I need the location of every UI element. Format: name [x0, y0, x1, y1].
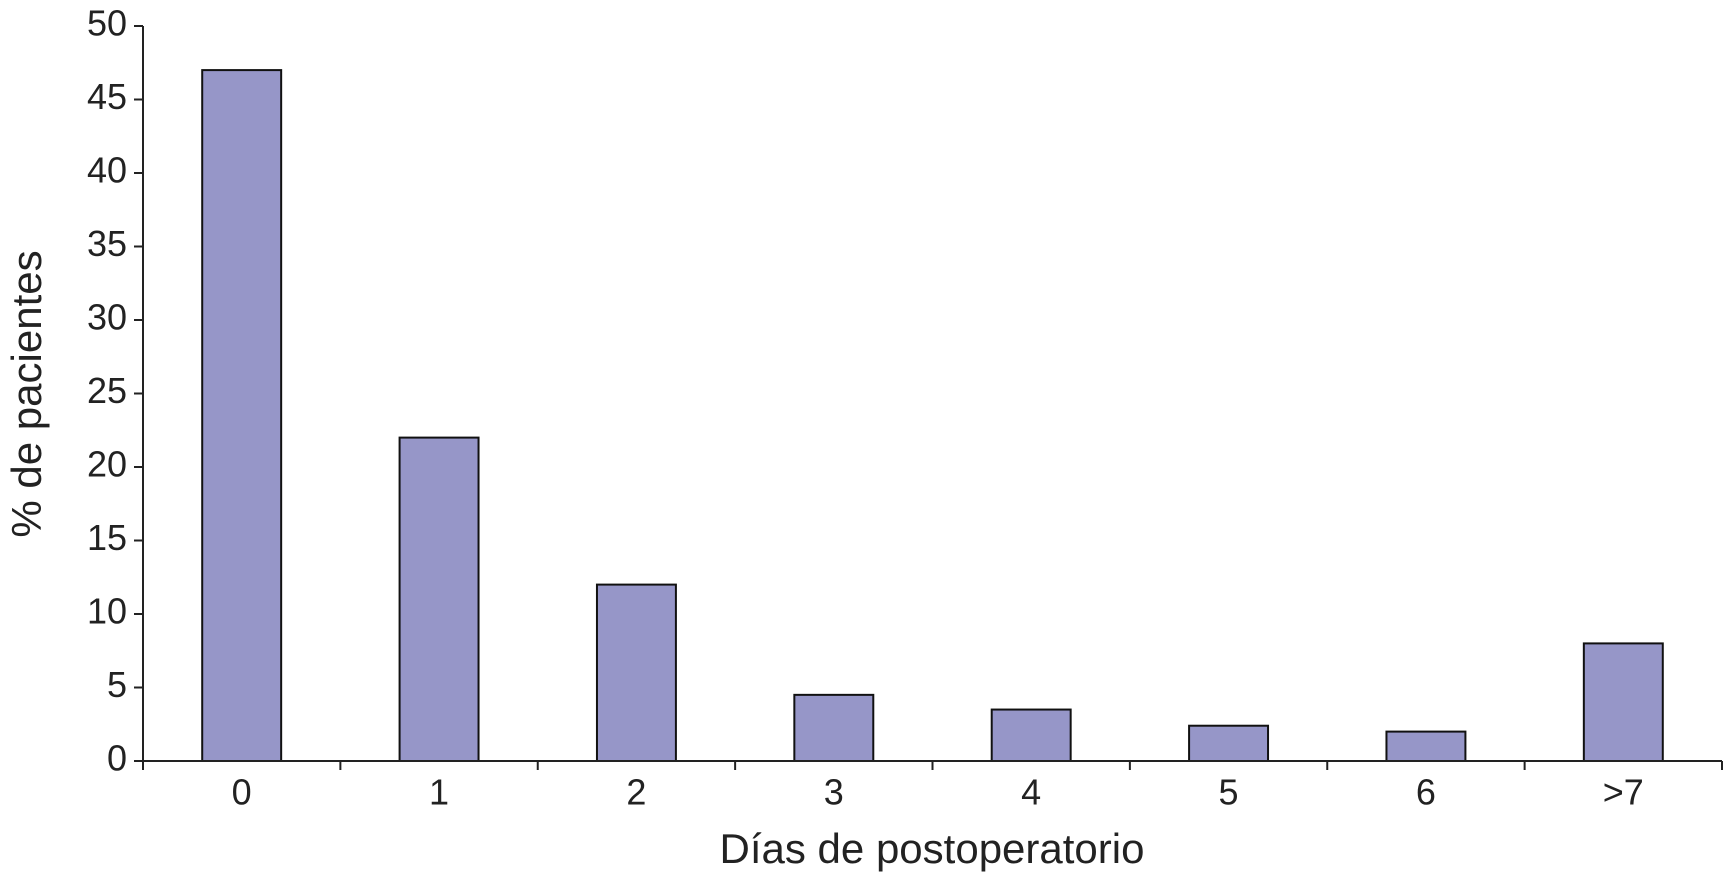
y-tick-label: 25	[87, 370, 127, 411]
y-tick-label: 5	[107, 664, 127, 705]
y-tick-label: 20	[87, 444, 127, 485]
x-tick-label: 1	[429, 772, 449, 813]
bar	[793, 693, 875, 762]
x-tick-label: 3	[824, 772, 844, 813]
bar	[1582, 642, 1664, 763]
x-tick-label: 4	[1021, 772, 1041, 813]
y-tick-label: 50	[87, 3, 127, 44]
x-tick-label: 6	[1416, 772, 1436, 813]
x-tick-label: 2	[626, 772, 646, 813]
bar	[1385, 730, 1467, 762]
y-tick-label: 45	[87, 76, 127, 117]
x-tick-label: 0	[232, 772, 252, 813]
x-tick-label: >7	[1603, 772, 1644, 813]
bar	[595, 583, 677, 762]
y-tick-label: 35	[87, 223, 127, 264]
x-tick-label: 5	[1219, 772, 1239, 813]
y-tick-label: 0	[107, 738, 127, 779]
bar	[398, 436, 480, 762]
bar	[1188, 724, 1270, 762]
y-tick-label: 15	[87, 517, 127, 558]
y-axis-label: % de pacientes	[3, 250, 50, 537]
bar	[201, 69, 283, 763]
y-tick-label: 10	[87, 591, 127, 632]
x-axis-label: Días de postoperatorio	[720, 825, 1145, 872]
bar	[990, 708, 1072, 762]
y-tick-label: 30	[87, 297, 127, 338]
y-tick-label: 40	[87, 150, 127, 191]
